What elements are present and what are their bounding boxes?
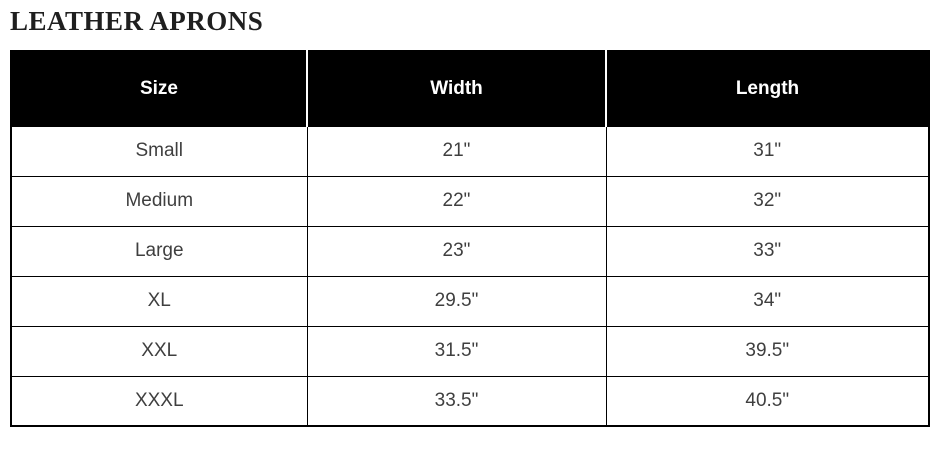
length-cell: 40.5"	[605, 375, 930, 427]
table-row: Small 21" 31"	[10, 125, 930, 177]
sizing-table: Size Width Length Small 21" 31" Medium 2…	[10, 50, 930, 427]
width-cell: 22"	[306, 175, 607, 227]
width-cell: 21"	[306, 125, 607, 177]
table-row: Large 23" 33"	[10, 225, 930, 277]
size-cell: Medium	[10, 175, 308, 227]
page-title: LEATHER APRONS	[10, 6, 264, 36]
width-cell: 31.5"	[306, 325, 607, 377]
width-cell: 23"	[306, 225, 607, 277]
size-cell: Small	[10, 125, 308, 177]
column-header-length: Length	[605, 51, 929, 126]
column-header-size: Size	[11, 51, 307, 126]
length-cell: 39.5"	[605, 325, 930, 377]
size-cell: XXL	[10, 325, 308, 377]
header-row: Size Width Length	[11, 51, 929, 126]
length-cell: 34"	[605, 275, 930, 327]
size-cell: Large	[10, 225, 308, 277]
width-cell: 33.5"	[306, 375, 607, 427]
length-cell: 33"	[605, 225, 930, 277]
table-row: XXL 31.5" 39.5"	[10, 325, 930, 377]
table-row: XXXL 33.5" 40.5"	[10, 375, 930, 427]
column-header-width: Width	[306, 51, 606, 126]
table-row: XL 29.5" 34"	[10, 275, 930, 327]
sizing-chart-page: LEATHER APRONS Size Width Length Small 2…	[10, 6, 930, 427]
size-cell: XXXL	[10, 375, 308, 427]
length-cell: 32"	[605, 175, 930, 227]
length-cell: 31"	[605, 125, 930, 177]
table-row: Medium 22" 32"	[10, 175, 930, 227]
width-cell: 29.5"	[306, 275, 607, 327]
size-cell: XL	[10, 275, 308, 327]
